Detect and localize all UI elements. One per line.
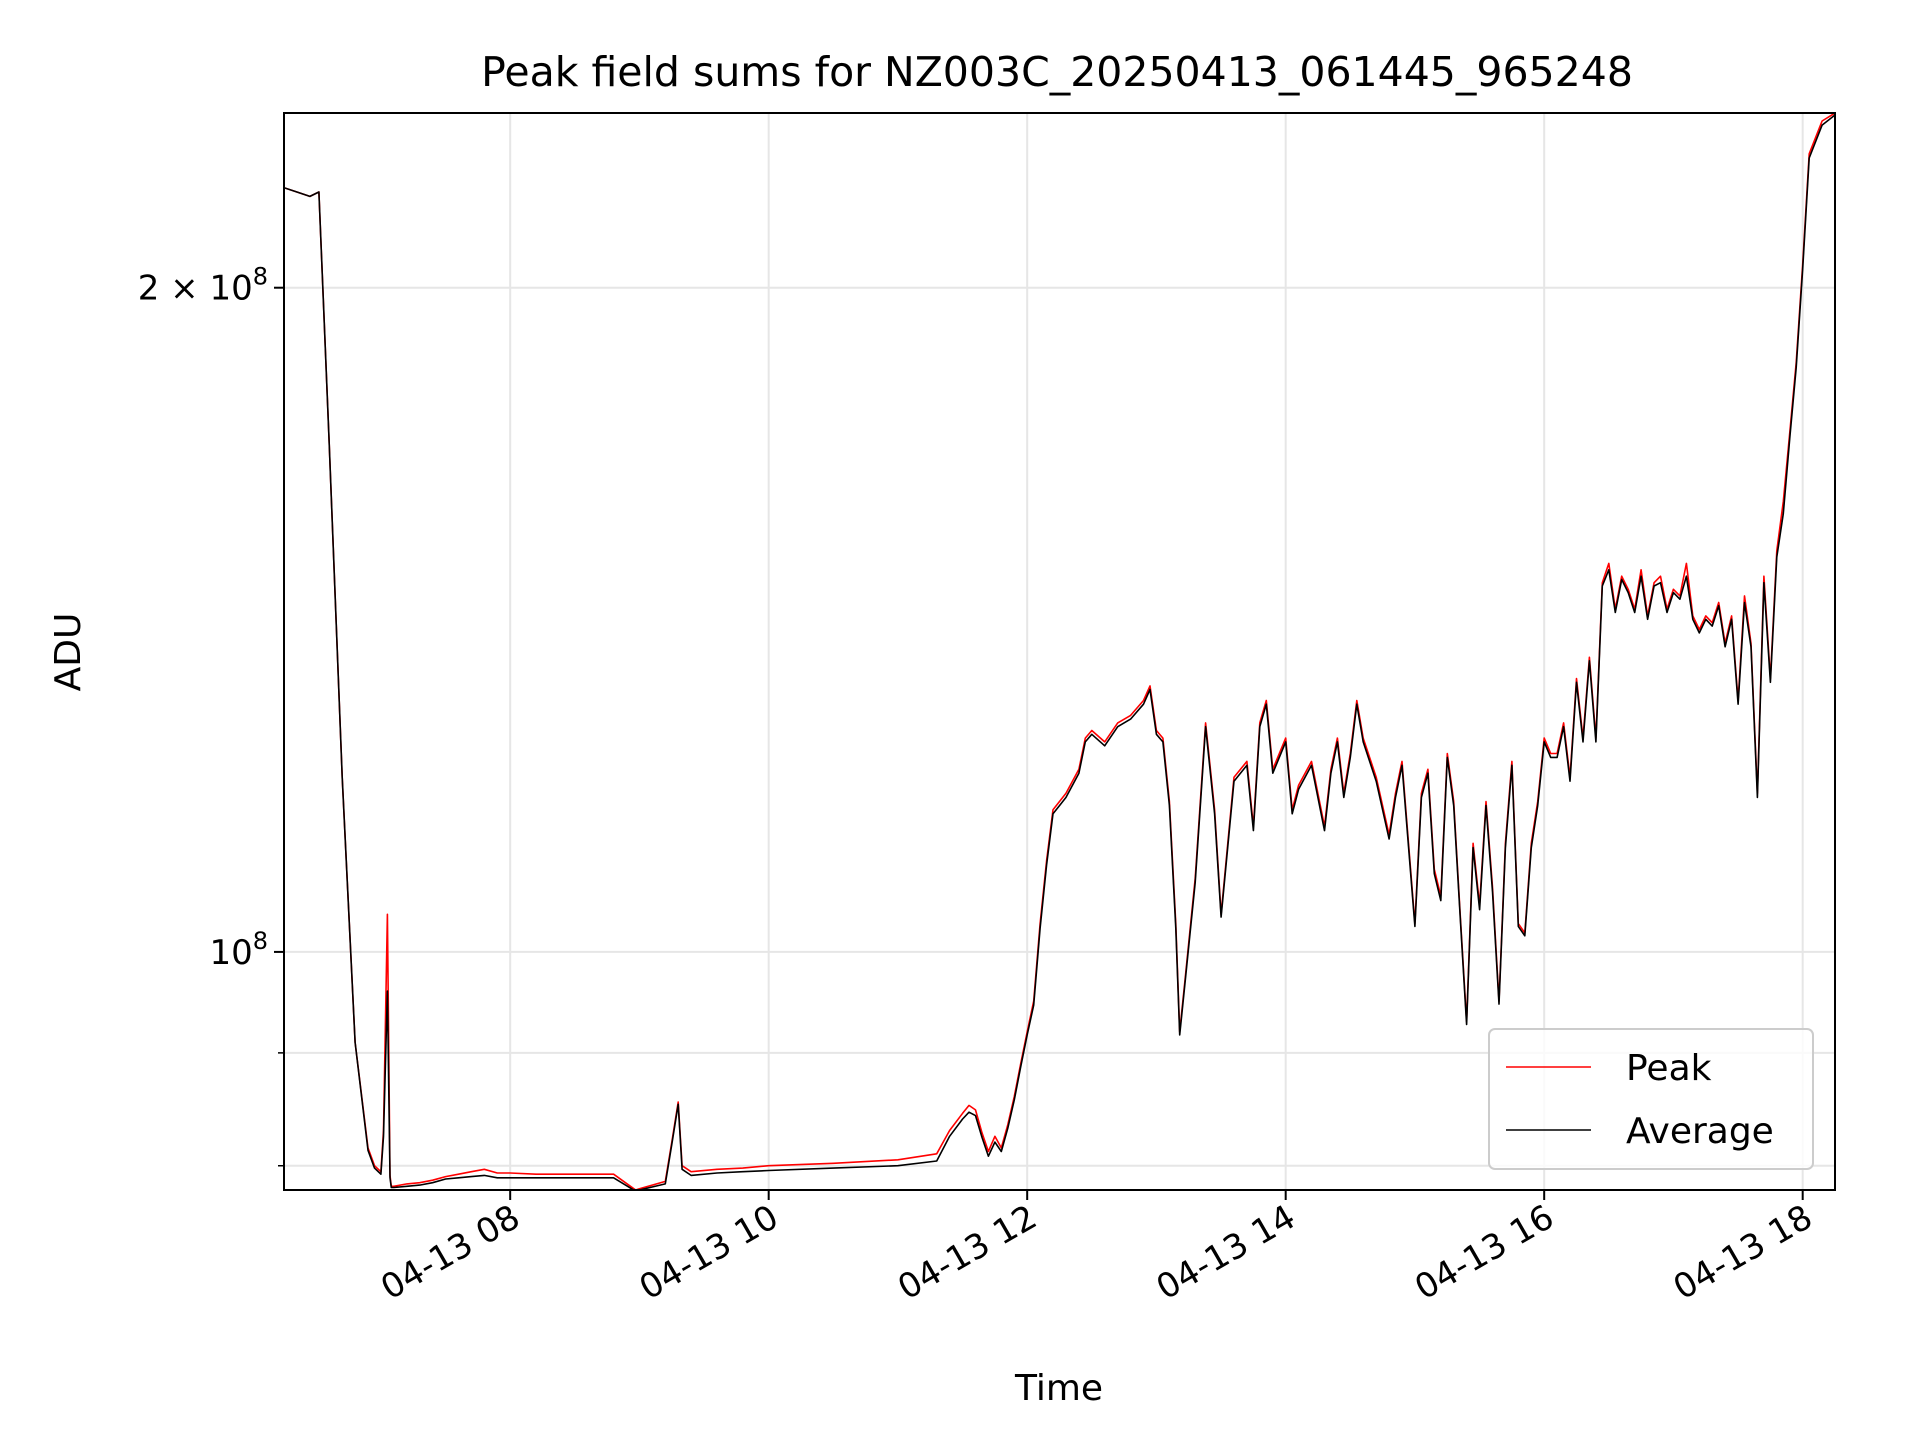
- y-tick-label: 108: [209, 927, 268, 973]
- legend-label-average: Average: [1626, 1111, 1774, 1152]
- legend: Peak Average: [1488, 1028, 1814, 1170]
- series-line-average: [284, 114, 1835, 1190]
- x-axis-label: Time: [1014, 1368, 1103, 1409]
- plot-area-frame: [283, 112, 1836, 1191]
- y-axis-label: ADU: [48, 613, 89, 692]
- chart-title: Peak field sums for NZ003C_20250413_0614…: [481, 48, 1633, 96]
- y-tick-label: 2 × 108: [138, 263, 268, 309]
- series-layer: [284, 113, 1835, 1190]
- legend-box: [1488, 1028, 1814, 1170]
- legend-label-peak: Peak: [1626, 1048, 1712, 1089]
- y-axis: 108 2 × 108: [138, 263, 284, 1167]
